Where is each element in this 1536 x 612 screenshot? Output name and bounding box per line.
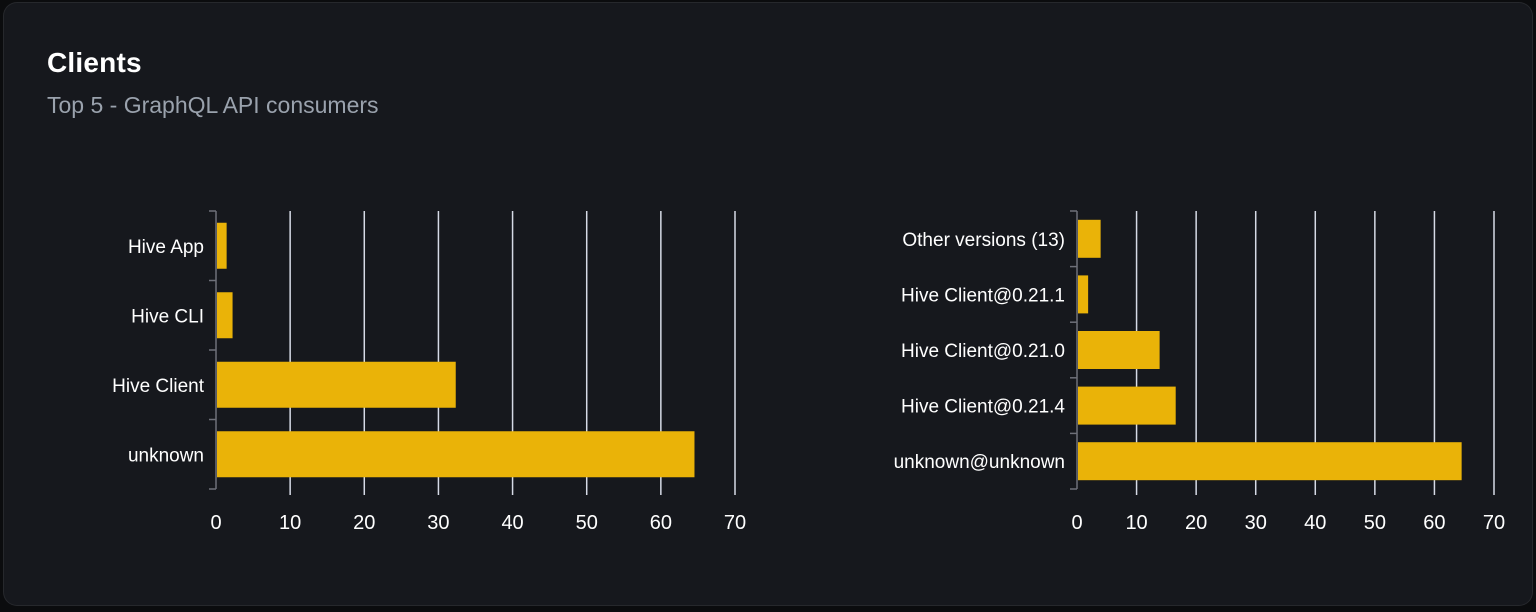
- x-tick-label: 10: [279, 512, 301, 534]
- category-label: unknown@unknown: [894, 452, 1065, 473]
- x-tick-label: 20: [1185, 512, 1207, 534]
- bar-unknown-unknown[interactable]: [1078, 442, 1462, 481]
- bar-hive-client[interactable]: [217, 361, 456, 408]
- chart-canvas: Other versions (13) Hive Client@0.21.1 Hiv…: [894, 210, 1505, 534]
- clients-by-name-chart: Hive App Hive CLI Hive Client unknown 0 10 20 3…: [4, 191, 782, 563]
- x-tick-label: 20: [353, 512, 375, 534]
- category-label: Hive CLI: [131, 306, 204, 327]
- card-subtitle: Top 5 - GraphQL API consumers: [47, 92, 379, 119]
- chart-canvas: Hive App Hive CLI Hive Client unknown 0 10 20 3…: [112, 210, 746, 534]
- bar-hive-cli[interactable]: [217, 292, 233, 339]
- x-tick-label: 40: [1304, 512, 1326, 534]
- category-label: Hive Client@0.21.4: [901, 397, 1065, 418]
- category-label: Other versions (13): [902, 230, 1065, 251]
- x-tick-label: 50: [1364, 512, 1386, 534]
- card-header: Clients Top 5 - GraphQL API consumers: [47, 47, 379, 119]
- x-tick-label: 40: [501, 512, 523, 534]
- bar-hive-client-0-21-0[interactable]: [1078, 331, 1160, 369]
- bar-hive-app[interactable]: [217, 222, 227, 269]
- bar-hive-client-0-21-1[interactable]: [1078, 275, 1089, 314]
- category-label: unknown: [128, 445, 204, 466]
- x-tick-label: 0: [210, 512, 221, 534]
- x-tick-label: 60: [1423, 512, 1445, 534]
- category-label: Hive Client@0.21.0: [901, 341, 1065, 362]
- x-tick-label: 0: [1071, 512, 1082, 534]
- x-tick-label: 60: [650, 512, 672, 534]
- x-tick-label: 30: [427, 512, 449, 534]
- category-label: Hive App: [128, 237, 204, 258]
- category-label: Hive Client@0.21.1: [901, 285, 1065, 306]
- x-tick-label: 50: [576, 512, 598, 534]
- x-tick-label: 10: [1125, 512, 1147, 534]
- x-tick-label: 70: [724, 512, 746, 534]
- x-tick-label: 30: [1245, 512, 1267, 534]
- bar-other-versions-13-[interactable]: [1078, 219, 1101, 258]
- card-title: Clients: [47, 47, 142, 78]
- bar-hive-client-0-21-4[interactable]: [1078, 386, 1176, 425]
- category-label: Hive Client: [112, 376, 205, 397]
- bar-unknown[interactable]: [217, 431, 695, 478]
- clients-card: Clients Top 5 - GraphQL API consumers Hi…: [3, 2, 1533, 606]
- x-tick-label: 70: [1483, 512, 1505, 534]
- clients-by-version-chart: Other versions (13) Hive Client@0.21.1 Hiv…: [784, 191, 1536, 563]
